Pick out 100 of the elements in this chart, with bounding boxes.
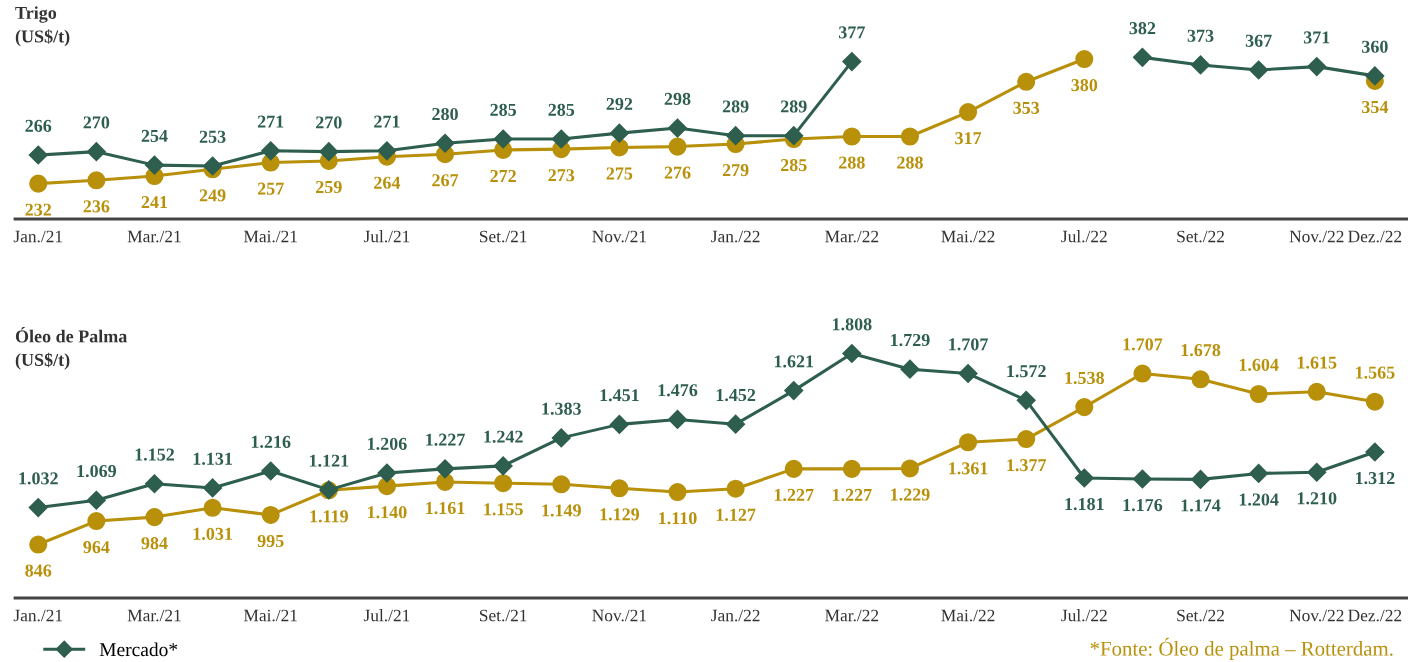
x-tick-label: Mai./22: [941, 609, 995, 622]
point: [667, 118, 688, 138]
point: [86, 490, 106, 510]
data-label: 1.174: [1181, 499, 1221, 512]
data-label: 1.707: [1123, 338, 1163, 351]
point: [1365, 392, 1384, 411]
x-tick-label: Jan./21: [13, 609, 63, 622]
data-label: 1.031: [193, 527, 232, 541]
data-label: 1.621: [774, 355, 814, 368]
data-label: 1.127: [716, 508, 756, 521]
data-label: 1.572: [1007, 365, 1046, 378]
point: [667, 409, 688, 429]
data-label: 1.312: [1356, 472, 1395, 485]
data-label: 377: [838, 26, 865, 39]
point: [203, 498, 222, 517]
point: [1191, 370, 1210, 389]
point: [1016, 390, 1036, 410]
x-tick-label: Jan./21: [13, 230, 63, 243]
point: [959, 433, 978, 452]
point: [377, 463, 397, 483]
point: [842, 459, 861, 478]
x-tick-label: Set./22: [1177, 230, 1224, 243]
data-label: 1.452: [716, 388, 756, 402]
data-label: 257: [257, 182, 284, 195]
point: [610, 138, 629, 157]
point: [784, 381, 804, 401]
data-label: 373: [1187, 29, 1214, 42]
data-label: 232: [25, 203, 52, 216]
data-label: 1.227: [832, 488, 872, 502]
chart-title: Óleo de Palma (US$/t): [15, 326, 128, 370]
point: [1365, 442, 1385, 462]
point: [261, 141, 281, 161]
data-label: 249: [199, 189, 226, 202]
point: [900, 459, 919, 478]
text: *Fonte: Óleo de palma – Rotterdam.: [1090, 637, 1393, 661]
point: [87, 171, 106, 190]
data-label: 1.181: [1065, 497, 1104, 511]
point: [435, 459, 455, 479]
data-label: 1.242: [484, 430, 523, 443]
point: [1075, 50, 1094, 69]
x-tick-label: Jul./22: [1061, 609, 1107, 622]
point: [87, 512, 106, 531]
point: [377, 141, 397, 161]
data-label: 1.227: [774, 488, 814, 502]
point: [493, 456, 513, 476]
point: [551, 428, 571, 448]
data-label: 1.110: [659, 512, 697, 525]
data-label: 1.678: [1181, 344, 1221, 357]
point: [436, 472, 455, 491]
data-label: 1.615: [1297, 356, 1337, 369]
x-tick-label: Jul./21: [363, 609, 410, 622]
x-tick-label: Mar./21: [127, 230, 181, 243]
data-label: 280: [432, 107, 458, 121]
data-label: 1.565: [1356, 366, 1395, 379]
data-label: 1.729: [891, 333, 930, 347]
point: [1075, 398, 1094, 417]
x-tick-label: Nov./21: [592, 609, 646, 622]
data-label: 984: [141, 537, 168, 550]
data-label: 1.119: [310, 510, 348, 523]
point: [494, 474, 513, 493]
data-label: 846: [25, 564, 52, 577]
data-label: 367: [1245, 34, 1272, 47]
data-label: 275: [606, 167, 633, 180]
data-label: 271: [374, 115, 400, 128]
data-label: 1.377: [1007, 459, 1047, 472]
data-label: 273: [548, 169, 575, 182]
point: [1017, 430, 1036, 449]
point: [842, 343, 862, 364]
data-label: 1.808: [832, 318, 872, 331]
data-label: 1.383: [542, 402, 581, 415]
data-label: 317: [955, 132, 982, 145]
data-label: 267: [432, 174, 459, 187]
point: [551, 129, 571, 149]
data-label: 292: [606, 97, 633, 111]
x-tick-label: Nov./22: [1289, 230, 1344, 243]
data-label: 1.451: [600, 389, 639, 402]
point: [1307, 462, 1327, 482]
data-label: 264: [374, 176, 401, 189]
point: [726, 414, 746, 434]
x-tick-label: Nov./22: [1289, 609, 1344, 622]
data-label: 1.538: [1065, 371, 1105, 385]
point: [784, 459, 803, 478]
point: [1249, 463, 1269, 483]
point: [900, 359, 920, 379]
legend-label: Mercado*: [99, 642, 178, 657]
point: [28, 145, 48, 165]
point: [493, 129, 513, 149]
point: [842, 127, 861, 146]
point: [726, 479, 745, 498]
data-label: 1.131: [193, 452, 232, 465]
point: [144, 155, 165, 175]
point: [28, 498, 48, 518]
point: [1365, 66, 1385, 86]
x-tick-label: Mar./21: [127, 609, 181, 622]
x-tick-label: Dez./22: [1348, 609, 1402, 622]
data-label: 1.476: [658, 384, 698, 397]
point: [726, 126, 746, 146]
data-label: 289: [780, 100, 807, 113]
data-label: 266: [25, 119, 52, 132]
data-label: 285: [490, 103, 517, 116]
